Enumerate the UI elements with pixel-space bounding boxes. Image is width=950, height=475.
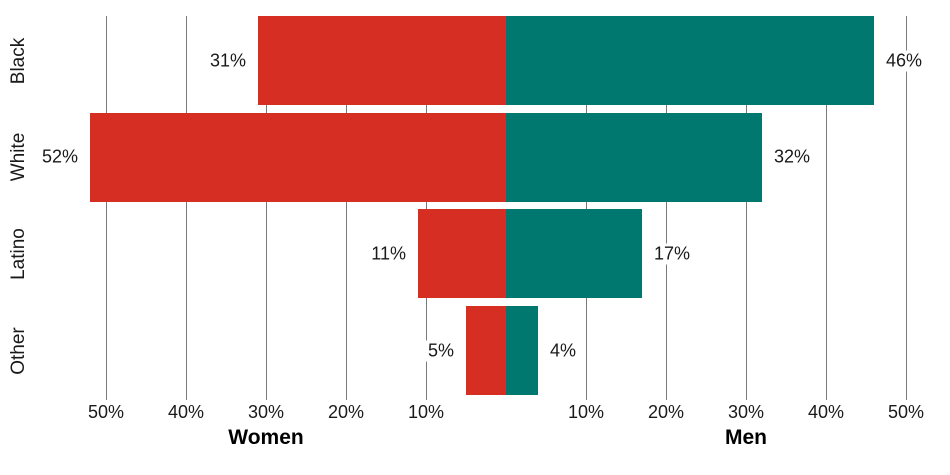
gridline-women-30 [266,16,267,400]
tick-label-women-10: 10% [407,402,445,422]
category-label-other: Other [8,326,29,375]
bar-men-latino [506,209,642,299]
bar-men-other [506,306,538,396]
bar-men-white [506,112,762,202]
bar-men-black [506,16,874,105]
value-label-men-latino: 17% [651,243,694,265]
value-label-men-black: 46% [883,50,926,71]
value-label-women-latino: 11% [368,243,409,265]
gridline-men-40 [826,16,827,400]
value-label-men-white: 32% [771,146,814,168]
gridline-women-50 [106,16,107,400]
gridline-women-40 [186,16,187,400]
tick-label-men-30: 30% [727,402,765,422]
men-axis-title: Men [725,426,767,449]
gridline-men-50 [906,16,907,400]
value-label-women-other: 5% [424,340,457,362]
tick-label-men-40: 40% [807,402,845,422]
tick-label-women-20: 20% [327,402,365,422]
tick-label-men-20: 20% [647,402,685,422]
value-label-women-white: 52% [38,146,81,168]
gridline-men-30 [746,16,747,400]
tick-label-men-10: 10% [567,402,605,422]
gridline-men-20 [666,16,667,400]
gridline-women-10 [426,16,427,400]
bar-women-white [90,112,506,202]
women-axis-title: Women [228,426,304,449]
value-label-women-black: 31% [206,50,249,71]
tick-label-women-30: 30% [247,402,285,422]
tick-label-women-50: 50% [87,402,125,422]
gridline-women-20 [346,16,347,400]
tick-label-men-50: 50% [887,402,925,422]
category-label-black: Black [8,37,29,84]
tick-label-women-40: 40% [167,402,205,422]
gridline-men-10 [586,16,587,400]
value-label-men-other: 4% [547,340,580,362]
bar-women-latino [418,209,506,299]
category-label-white: White [8,132,29,182]
bar-women-black [258,16,506,105]
category-label-latino: Latino [8,228,29,280]
bar-women-other [466,306,506,396]
